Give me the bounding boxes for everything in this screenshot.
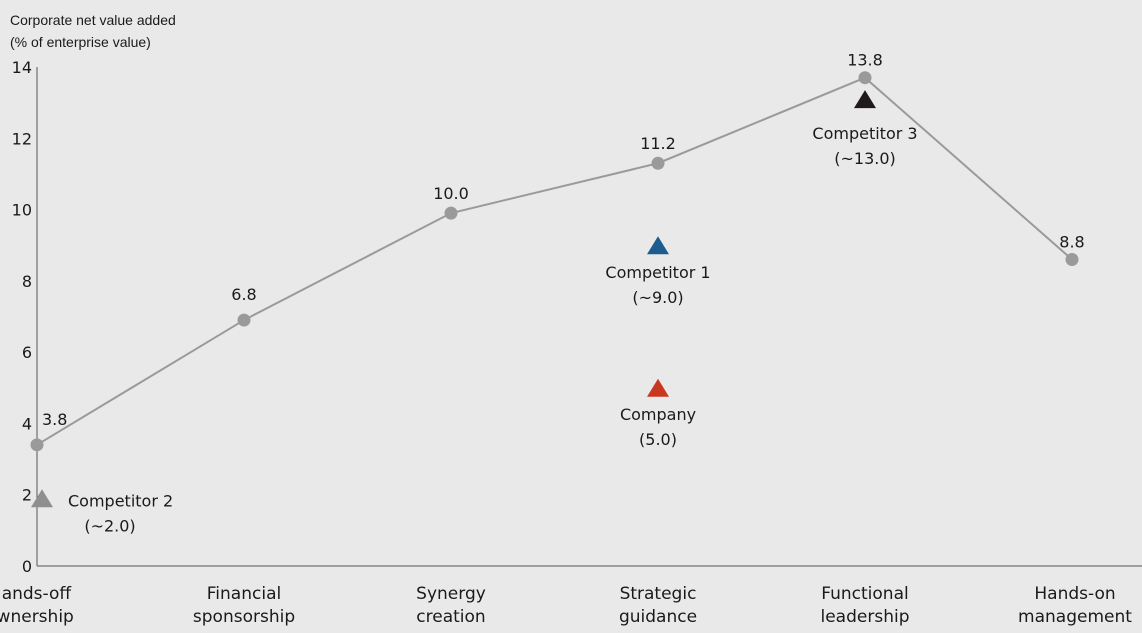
data-label: 10.0	[433, 184, 469, 203]
series-line	[36, 76, 1073, 446]
category-label-line-2: ownership	[0, 607, 74, 627]
y-tick-label: 2	[22, 486, 32, 505]
category-label-line-2: leadership	[821, 607, 910, 627]
marker-value-label: (5.0)	[639, 430, 677, 449]
data-point	[30, 438, 44, 452]
category-label-line-2: sponsorship	[193, 607, 295, 627]
category-label-line-1: Hands-on	[1034, 584, 1115, 604]
data-point	[651, 156, 665, 170]
data-label: 6.8	[231, 285, 256, 304]
data-label: 11.2	[640, 134, 676, 153]
triangle-marker	[647, 378, 669, 397]
data-point	[1065, 252, 1079, 266]
y-axis-label-line-1: Corporate net value added	[10, 12, 176, 28]
marker-value-label: (~2.0)	[84, 516, 135, 535]
y-axis-label-line-2: (% of enterprise value)	[10, 34, 151, 50]
y-tick-label: 14	[12, 58, 32, 77]
data-label: 8.8	[1059, 232, 1084, 251]
marker-value-label: (~9.0)	[632, 288, 683, 307]
data-point	[858, 71, 872, 85]
triangle-marker	[31, 489, 53, 508]
marker-name-label: Company	[620, 405, 696, 424]
data-label: 3.8	[42, 410, 67, 429]
data-points: 3.8 6.8 10.0 11.2 13.8 8.8	[30, 51, 1085, 452]
category-label-line-2: creation	[416, 607, 485, 627]
series-line-group	[36, 76, 1073, 446]
y-tick-label: 4	[22, 414, 32, 433]
category-label-line-1: Synergy	[416, 584, 486, 604]
category-label-line-1: Strategic	[620, 584, 697, 604]
marker-name-label: Competitor 1	[605, 263, 710, 282]
category-label-line-2: management	[1018, 607, 1132, 627]
category-label-line-1: Financial	[207, 584, 281, 604]
y-tick-label: 12	[12, 129, 32, 148]
category-labels: Hands-off ownership Financial sponsorship Sy…	[0, 584, 1132, 627]
triangle-marker	[647, 236, 669, 255]
marker-name-label: Competitor 3	[812, 124, 917, 143]
triangle-marker	[854, 90, 876, 109]
category-label-line-2: guidance	[619, 607, 697, 627]
marker-name-label: Competitor 2	[68, 491, 173, 510]
data-point	[237, 313, 251, 327]
y-tick-label: 6	[22, 343, 32, 362]
y-tick-label: 10	[12, 201, 32, 220]
y-tick-label: 8	[22, 272, 32, 291]
marker-value-label: (~13.0)	[834, 149, 896, 168]
category-label-line-1: Functional	[821, 584, 908, 604]
axes: 0 2 4 6 8 10 12 14	[12, 58, 1142, 576]
category-label-line-1: Hands-off	[0, 584, 72, 604]
comparison-markers: Competitor 2 (~2.0) Competitor 1 (~9.0) Comp…	[31, 90, 918, 535]
data-point	[444, 206, 458, 220]
y-tick-label: 0	[22, 557, 32, 576]
data-label: 13.8	[847, 51, 883, 70]
